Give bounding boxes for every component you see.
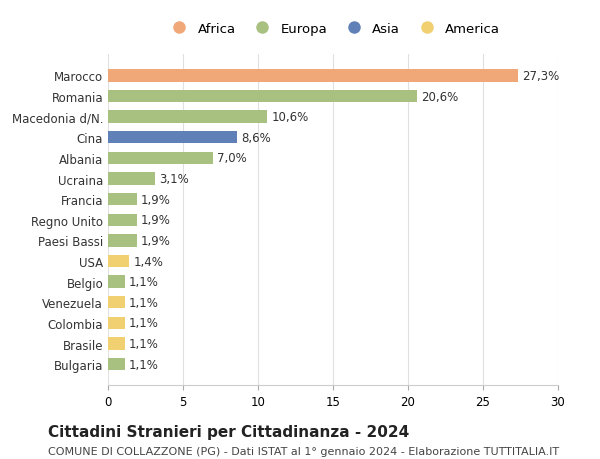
- Bar: [108, 214, 137, 226]
- Bar: [108, 152, 213, 165]
- Bar: [108, 255, 129, 268]
- Bar: [108, 297, 125, 309]
- Text: 1,9%: 1,9%: [141, 214, 171, 227]
- Text: 1,9%: 1,9%: [141, 235, 171, 247]
- Text: 3,1%: 3,1%: [159, 173, 189, 185]
- Text: 10,6%: 10,6%: [271, 111, 309, 124]
- Text: 20,6%: 20,6%: [422, 90, 459, 103]
- Bar: [108, 276, 125, 288]
- Bar: [108, 132, 237, 144]
- Text: 27,3%: 27,3%: [522, 70, 559, 83]
- Text: 1,1%: 1,1%: [129, 358, 159, 371]
- Text: 8,6%: 8,6%: [241, 132, 271, 145]
- Text: 1,4%: 1,4%: [133, 255, 163, 268]
- Bar: [108, 194, 137, 206]
- Text: 1,1%: 1,1%: [129, 296, 159, 309]
- Bar: [108, 358, 125, 370]
- Text: 1,9%: 1,9%: [141, 193, 171, 206]
- Bar: [108, 173, 155, 185]
- Text: 1,1%: 1,1%: [129, 275, 159, 289]
- Legend: Africa, Europa, Asia, America: Africa, Europa, Asia, America: [162, 19, 504, 39]
- Text: COMUNE DI COLLAZZONE (PG) - Dati ISTAT al 1° gennaio 2024 - Elaborazione TUTTITA: COMUNE DI COLLAZZONE (PG) - Dati ISTAT a…: [48, 446, 559, 456]
- Bar: [108, 70, 517, 83]
- Bar: [108, 91, 417, 103]
- Bar: [108, 111, 267, 123]
- Text: 1,1%: 1,1%: [129, 337, 159, 350]
- Bar: [108, 317, 125, 330]
- Bar: [108, 338, 125, 350]
- Text: Cittadini Stranieri per Cittadinanza - 2024: Cittadini Stranieri per Cittadinanza - 2…: [48, 425, 409, 440]
- Text: 7,0%: 7,0%: [218, 152, 247, 165]
- Bar: [108, 235, 137, 247]
- Text: 1,1%: 1,1%: [129, 317, 159, 330]
